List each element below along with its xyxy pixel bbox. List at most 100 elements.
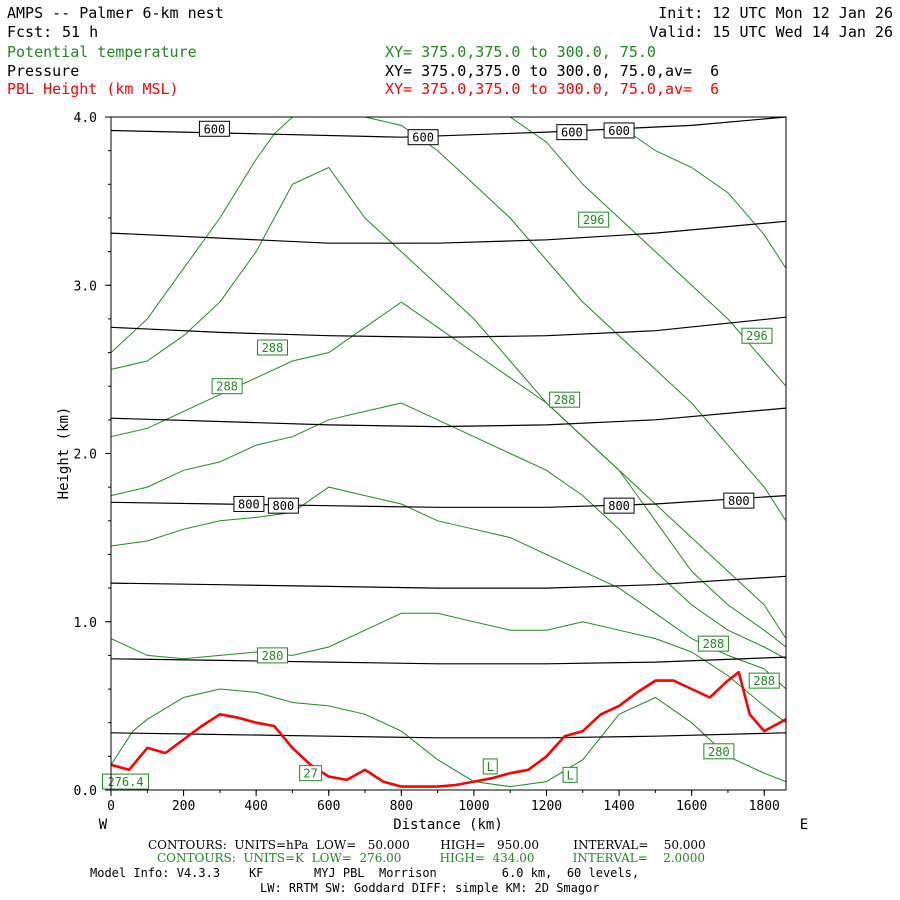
pressure-label: 600 bbox=[608, 124, 630, 138]
theta-label-box bbox=[482, 758, 498, 775]
init-time: Init: 12 UTC Mon 12 Jan 26 bbox=[658, 4, 893, 22]
x-tick-label: 0 bbox=[107, 799, 115, 814]
valid-time: Valid: 15 UTC Wed 14 Jan 26 bbox=[649, 23, 893, 41]
pressure-label-box bbox=[198, 120, 230, 137]
theta-label-box bbox=[102, 773, 150, 790]
theta-label-box bbox=[256, 339, 288, 356]
theta-label: 288 bbox=[262, 341, 284, 355]
fcst-label: Fcst: bbox=[7, 23, 53, 41]
pressure-label: 600 bbox=[204, 122, 226, 136]
y-tick-label: 0.0 bbox=[74, 784, 97, 799]
x-tick-label: 200 bbox=[172, 799, 195, 814]
theta-label: 288 bbox=[216, 380, 238, 394]
pressure-contour-6 bbox=[110, 656, 787, 665]
theta-label: 288 bbox=[703, 637, 725, 651]
pressure-label: 800 bbox=[273, 499, 295, 513]
x-tick-label: 800 bbox=[390, 799, 413, 814]
theta-label: 276.4 bbox=[107, 775, 143, 789]
theta-contour-2 bbox=[110, 486, 787, 690]
y-tick-label: 1.0 bbox=[74, 616, 97, 631]
theta-contour-5 bbox=[110, 166, 787, 639]
x-tick-label: 1400 bbox=[603, 799, 634, 814]
theta-contour-6 bbox=[110, 116, 311, 353]
pressure-label: 800 bbox=[728, 494, 750, 508]
y-axis-label: Height (km) bbox=[56, 407, 72, 500]
pressure-label: 600 bbox=[561, 126, 583, 140]
x-tick-label: 600 bbox=[317, 799, 340, 814]
pressure-label: 600 bbox=[412, 131, 434, 145]
y-tick-label: 4.0 bbox=[74, 111, 97, 126]
x-tick-label: 1000 bbox=[458, 799, 489, 814]
theta-label: L bbox=[487, 760, 494, 774]
theta-label: 296 bbox=[746, 329, 768, 343]
x-axis-label: Distance (km) bbox=[393, 817, 503, 833]
theta-label-box bbox=[697, 635, 729, 652]
pressure-contour-1 bbox=[110, 220, 787, 244]
theta-label-box bbox=[256, 647, 288, 664]
legend-theta-xy: XY= 375.0,375.0 to 300.0, 75.0 bbox=[385, 43, 656, 61]
pressure-label: 800 bbox=[238, 497, 260, 511]
pressure-contours bbox=[110, 116, 787, 739]
pressure-label: 800 bbox=[608, 499, 630, 513]
theta-label: L bbox=[566, 768, 573, 782]
pressure-label-box bbox=[603, 122, 635, 139]
theta-contour-0 bbox=[110, 688, 787, 788]
pressure-contour-4 bbox=[110, 495, 787, 508]
axes: 0 200 400 600 800 1000 1200 1400 1600 1800 0.0 1.0 2… bbox=[74, 111, 780, 814]
theta-label-box bbox=[211, 378, 243, 395]
theta-contour-3 bbox=[110, 402, 787, 660]
chart-title: AMPS -- Palmer 6-km nest bbox=[7, 4, 224, 22]
theta-label: 288 bbox=[554, 393, 576, 407]
pressure-contour-3 bbox=[110, 407, 787, 428]
pressure-label-box bbox=[407, 129, 439, 146]
theta-label-box bbox=[299, 765, 323, 782]
pressure-label-box bbox=[267, 497, 299, 514]
theta-contour-9 bbox=[618, 124, 787, 269]
cross-section-chart: 600 600 600 600 800 800 800 800 288 288 288 296 296 2… bbox=[56, 111, 808, 833]
pressure-label-box bbox=[233, 495, 265, 512]
fcst-value: 51 h bbox=[62, 23, 99, 41]
x-axis-west: W bbox=[99, 817, 108, 833]
x-tick-label: 1200 bbox=[531, 799, 562, 814]
pressure-contour-2 bbox=[110, 316, 787, 339]
pressure-contour-0 bbox=[110, 116, 787, 138]
pressure-label-box bbox=[603, 497, 635, 514]
theta-contour-7 bbox=[364, 116, 787, 522]
theta-label-box bbox=[549, 391, 581, 408]
theta-label-box bbox=[578, 211, 610, 228]
theta-label: 280 bbox=[262, 649, 284, 663]
theta-contour-8 bbox=[509, 116, 787, 387]
legend-pbl-xy: XY= 375.0,375.0 to 300.0, 75.0,av= 6 bbox=[385, 80, 720, 98]
footer-contours-hpa: CONTOURS: UNITS=hPa LOW= 50.000 HIGH= 95… bbox=[148, 838, 706, 852]
legend-pressure-xy: XY= 375.0,375.0 to 300.0, 75.0,av= 6 bbox=[385, 62, 720, 80]
pbl-height bbox=[110, 670, 787, 788]
footer-physics: LW: RRTM SW: Goddard DIFF: simple KM: 2D… bbox=[260, 881, 600, 895]
theta-label-box bbox=[562, 766, 578, 783]
pressure-label-box bbox=[556, 124, 588, 141]
pressure-label-box bbox=[723, 492, 755, 509]
theta-label: 280 bbox=[708, 745, 730, 759]
pbl-height-line bbox=[110, 670, 787, 788]
plot-frame bbox=[110, 116, 787, 791]
footer-model-info: Model Info: V4.3.3 KF MYJ PBL Morrison 6… bbox=[90, 866, 640, 880]
theta-label: 27 bbox=[303, 767, 317, 781]
legend-pbl-label: PBL Height (km MSL) bbox=[7, 80, 179, 98]
theta-contour-1 bbox=[110, 612, 787, 724]
legend-theta-label: Potential temperature bbox=[7, 43, 197, 61]
theta-label-box bbox=[748, 672, 780, 689]
theta-label-box bbox=[741, 327, 773, 344]
theta-label: 296 bbox=[583, 213, 605, 227]
theta-label-box bbox=[703, 743, 735, 760]
y-tick-label: 2.0 bbox=[74, 448, 97, 463]
theta-contour-4 bbox=[110, 301, 787, 648]
contour-labels: 600 600 600 600 800 800 800 800 288 288 288 296 296 2… bbox=[102, 120, 780, 790]
x-axis-east: E bbox=[800, 817, 808, 833]
footer-contours-k: CONTOURS: UNITS=K LOW= 276.00 HIGH= 434.… bbox=[157, 851, 706, 865]
x-tick-label: 400 bbox=[244, 799, 267, 814]
pressure-contour-7 bbox=[110, 732, 787, 739]
y-tick-label: 3.0 bbox=[74, 279, 97, 294]
x-tick-label: 1800 bbox=[749, 799, 780, 814]
legend-pressure-label: Pressure bbox=[7, 62, 80, 80]
pressure-contour-5 bbox=[110, 575, 787, 589]
x-tick-label: 1600 bbox=[676, 799, 707, 814]
